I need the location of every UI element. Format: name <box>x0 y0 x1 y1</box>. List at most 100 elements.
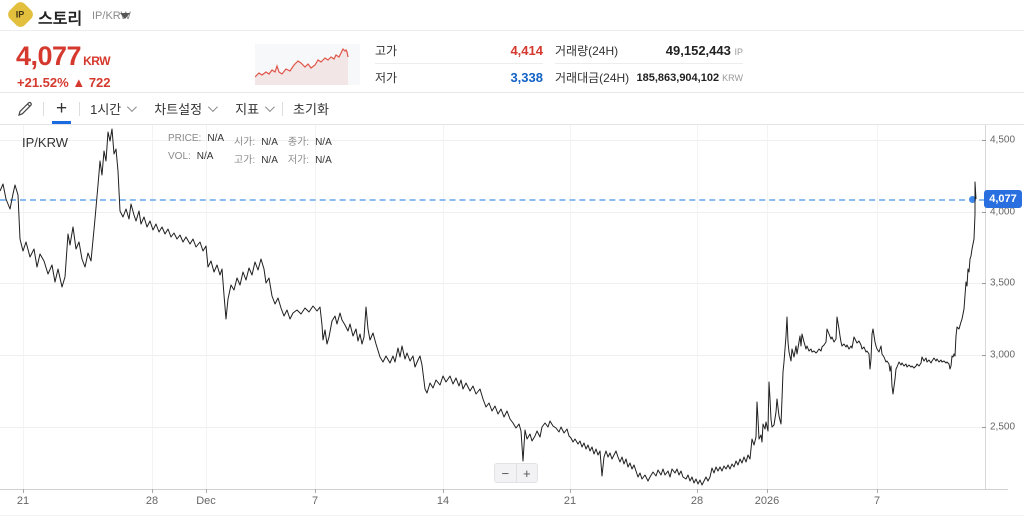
mini-sparkline <box>255 44 360 85</box>
legend-price-key: PRICE: <box>168 133 202 144</box>
market-dropdown-caret-icon[interactable] <box>120 13 130 19</box>
gridline <box>23 125 24 489</box>
chart-pair-label: IP/KRW <box>22 135 68 150</box>
stat-low-label: 저가 <box>375 71 398 85</box>
y-tick <box>982 140 986 141</box>
coin-name: 스토리 <box>38 11 83 28</box>
stat-low-value: 3,338 <box>510 70 543 85</box>
price-change: +21.52% ▲ 722 <box>17 75 111 90</box>
up-arrow-icon: ▲ <box>72 75 86 90</box>
x-axis-label: 7 <box>873 495 881 507</box>
y-axis-label: 4,500 <box>990 134 1016 146</box>
reset-label: 초기화 <box>293 102 329 117</box>
gridline <box>0 427 985 428</box>
legend-low-key: 저가: <box>287 155 310 166</box>
stat-turnover: 거래대금(24H) 185,863,904,102 KRW <box>555 64 743 91</box>
stat-turnover-unit: KRW <box>722 72 743 83</box>
pencil-icon <box>18 101 32 116</box>
y-tick <box>982 283 986 284</box>
x-tick <box>877 489 878 493</box>
x-tick <box>206 489 207 493</box>
y-tick <box>982 355 986 356</box>
zoom-out-button[interactable]: − <box>501 465 510 481</box>
toolbar-separator <box>79 101 81 116</box>
x-axis-label: 21 <box>563 495 577 507</box>
current-price-dashed-line <box>0 199 985 201</box>
y-axis-label: 3,500 <box>990 277 1016 289</box>
x-tick <box>697 489 698 493</box>
legend-open-key: 시가: <box>234 137 256 148</box>
legend-price-value: N/A <box>207 133 225 144</box>
y-tick <box>982 427 986 428</box>
gridline <box>152 125 153 489</box>
chart-toolbar: + 1시간 차트설정 지표 초기화 <box>0 93 1024 125</box>
x-axis-label: 14 <box>436 495 450 507</box>
gridline <box>0 355 985 356</box>
gridline <box>0 283 985 284</box>
stat-volume-value: 49,152,443 <box>665 42 731 58</box>
change-percent: +21.52% <box>17 75 69 90</box>
stat-high-value: 4,414 <box>510 42 543 58</box>
legend-close-value: N/A <box>315 137 332 148</box>
stat-high: 고가 4,414 <box>375 37 543 64</box>
time-axis-line[interactable] <box>0 489 1008 490</box>
draw-tool-button[interactable] <box>8 93 43 124</box>
legend-high-key: 고가: <box>234 155 256 166</box>
stat-high-label: 고가 <box>375 43 398 58</box>
price-axis-line[interactable] <box>985 125 986 489</box>
current-price-badge: 4,077 <box>984 190 1022 208</box>
legend-open-value: N/A <box>261 137 278 148</box>
x-tick <box>152 489 153 493</box>
y-axis-label: 4,000 <box>990 206 1016 218</box>
app-header: IP 스토리 IP/KRW <box>0 0 1024 31</box>
timeframe-dropdown[interactable]: 1시간 <box>80 93 144 124</box>
x-axis-label: 2026 <box>754 495 780 507</box>
chevron-down-icon <box>264 102 275 113</box>
indicators-label: 지표 <box>235 102 260 117</box>
change-value: 722 <box>88 75 111 90</box>
coin-logo-icon: IP <box>5 0 36 30</box>
gridline <box>767 125 768 489</box>
x-tick <box>443 489 444 493</box>
x-axis-label: Dec <box>196 495 216 507</box>
chevron-down-icon <box>127 102 138 113</box>
toolbar-separator <box>282 101 284 116</box>
indicators-dropdown[interactable]: 지표 <box>225 93 282 124</box>
coin-symbol: IP <box>16 9 25 20</box>
gridline <box>0 140 985 141</box>
stat-turnover-label: 거래대금(24H) <box>555 71 630 85</box>
price-chart[interactable]: IP/KRW PRICE: N/A 시가: N/A 종가: N/A VOL: N/A 고… <box>0 125 1024 515</box>
x-axis-label: 28 <box>145 495 159 507</box>
stat-volume-unit: IP <box>734 46 743 57</box>
price-summary-bar: 4,077 KRW +21.52% ▲ 722 고가 4,414 저가 3,338… <box>0 31 1024 93</box>
stat-volume-label: 거래량(24H) <box>555 43 619 58</box>
x-tick <box>23 489 24 493</box>
y-axis-label: 2,500 <box>990 421 1016 433</box>
legend-close-key: 종가: <box>287 137 310 148</box>
zoom-in-button[interactable]: + <box>515 464 538 482</box>
x-axis-label: 21 <box>16 495 30 507</box>
price-line-series <box>0 128 977 486</box>
gridline <box>315 125 316 489</box>
stat-volume: 거래량(24H) 49,152,443 IP <box>555 37 743 64</box>
timeframe-label: 1시간 <box>90 102 122 117</box>
chart-settings-dropdown[interactable]: 차트설정 <box>144 93 225 124</box>
gridline <box>0 212 985 213</box>
current-price: 4,077 KRW <box>16 41 111 72</box>
active-tab-indicator <box>52 121 72 124</box>
y-tick <box>982 212 986 213</box>
reset-button[interactable]: 초기화 <box>283 93 339 124</box>
gridline <box>570 125 571 489</box>
x-tick <box>767 489 768 493</box>
legend-vol-value: N/A <box>196 151 214 162</box>
ohlc-legend: PRICE: N/A 시가: N/A 종가: N/A VOL: N/A 고가: N/A 저… <box>168 133 332 166</box>
current-price-dot <box>968 195 977 204</box>
gridline <box>443 125 444 489</box>
chart-zoom-control: − + <box>494 463 538 483</box>
stat-low: 저가 3,338 <box>375 64 543 91</box>
legend-high-value: N/A <box>261 155 278 166</box>
y-axis-label: 3,000 <box>990 349 1016 361</box>
add-chart-button[interactable]: + <box>44 93 79 124</box>
toolbar-separator <box>43 101 44 116</box>
x-axis-label: 28 <box>690 495 704 507</box>
